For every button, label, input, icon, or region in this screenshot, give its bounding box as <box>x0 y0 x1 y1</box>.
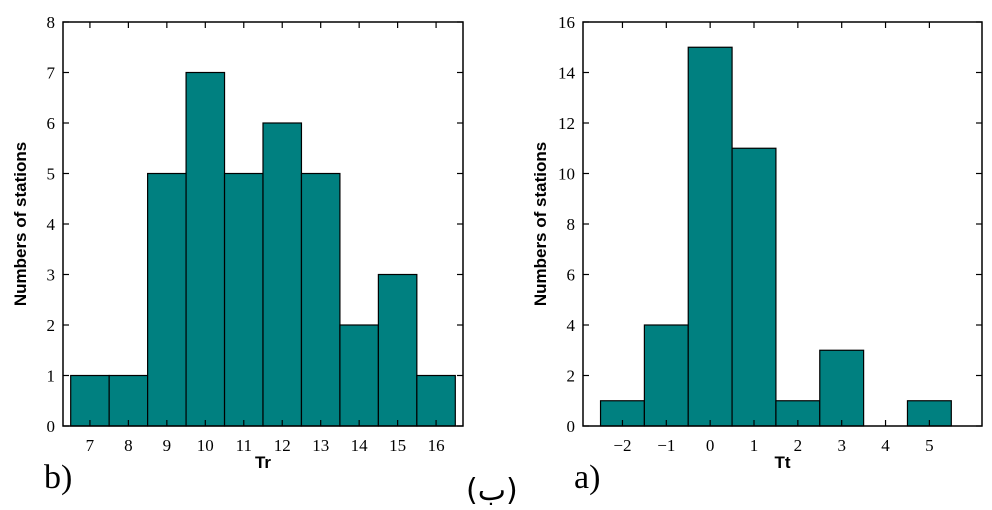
panel-label-arabic: (الف) <box>990 473 992 508</box>
y-axis-label: Numbers of stations <box>531 142 550 306</box>
y-tick-label: 4 <box>567 316 576 335</box>
y-tick-label: 1 <box>47 367 56 386</box>
y-tick-label: 6 <box>47 114 56 133</box>
x-tick-label: 15 <box>389 436 406 455</box>
y-tick-label: 5 <box>47 165 56 184</box>
x-tick-label: 14 <box>351 436 369 455</box>
x-tick-label: 11 <box>236 436 252 455</box>
panel-label-arabic: (ب) <box>466 473 518 508</box>
y-tick-label: 2 <box>47 316 56 335</box>
bar-10 <box>185 71 226 427</box>
y-tick-label: 0 <box>47 417 56 436</box>
bar-8 <box>108 374 149 427</box>
x-tick-label: 5 <box>925 436 934 455</box>
x-tick-label: 1 <box>750 436 759 455</box>
y-tick-label: 8 <box>47 13 56 32</box>
x-tick-label: 2 <box>794 436 803 455</box>
bar-9 <box>147 172 187 427</box>
x-tick-label: 7 <box>86 436 95 455</box>
bar-15 <box>377 273 418 427</box>
y-tick-label: 10 <box>558 165 575 184</box>
y-tick-label: 6 <box>567 266 576 285</box>
y-tick-label: 0 <box>567 417 576 436</box>
x-tick-label: 10 <box>197 436 214 455</box>
bar-0 <box>687 46 733 427</box>
x-tick-label: 3 <box>837 436 846 455</box>
y-tick-label: 14 <box>558 64 576 83</box>
x-axis-label: Tr <box>255 453 271 472</box>
bar-1 <box>731 147 777 427</box>
y-axis-label: Numbers of stations <box>11 142 30 306</box>
y-tick-label: 2 <box>567 367 576 386</box>
bar-7 <box>70 374 110 427</box>
x-tick-label: −1 <box>657 436 675 455</box>
x-tick-label: 8 <box>124 436 133 455</box>
bar-3 <box>819 349 865 427</box>
bar-11 <box>223 172 264 427</box>
panel-label: b) <box>44 459 72 496</box>
x-tick-label: 13 <box>312 436 329 455</box>
bar-12 <box>262 122 303 427</box>
x-axis-label: Tt <box>774 453 790 472</box>
bar-16 <box>416 374 456 427</box>
x-tick-label: 16 <box>428 436 445 455</box>
x-tick-label: 12 <box>274 436 291 455</box>
y-tick-label: 4 <box>47 215 56 234</box>
y-tick-label: 3 <box>47 266 56 285</box>
x-tick-label: 4 <box>881 436 890 455</box>
bar-minus-1 <box>643 324 689 427</box>
plot-frame <box>582 21 983 427</box>
x-tick-label: 9 <box>163 436 172 455</box>
bar-13 <box>300 172 341 427</box>
bar-14 <box>339 324 379 427</box>
y-tick-label: 16 <box>558 13 575 32</box>
x-tick-label: −2 <box>613 436 631 455</box>
y-tick-label: 12 <box>558 114 575 133</box>
y-tick-label: 8 <box>567 215 576 234</box>
panel-label: a) <box>574 459 600 496</box>
y-tick-label: 7 <box>47 64 56 83</box>
x-tick-label: 0 <box>706 436 715 455</box>
